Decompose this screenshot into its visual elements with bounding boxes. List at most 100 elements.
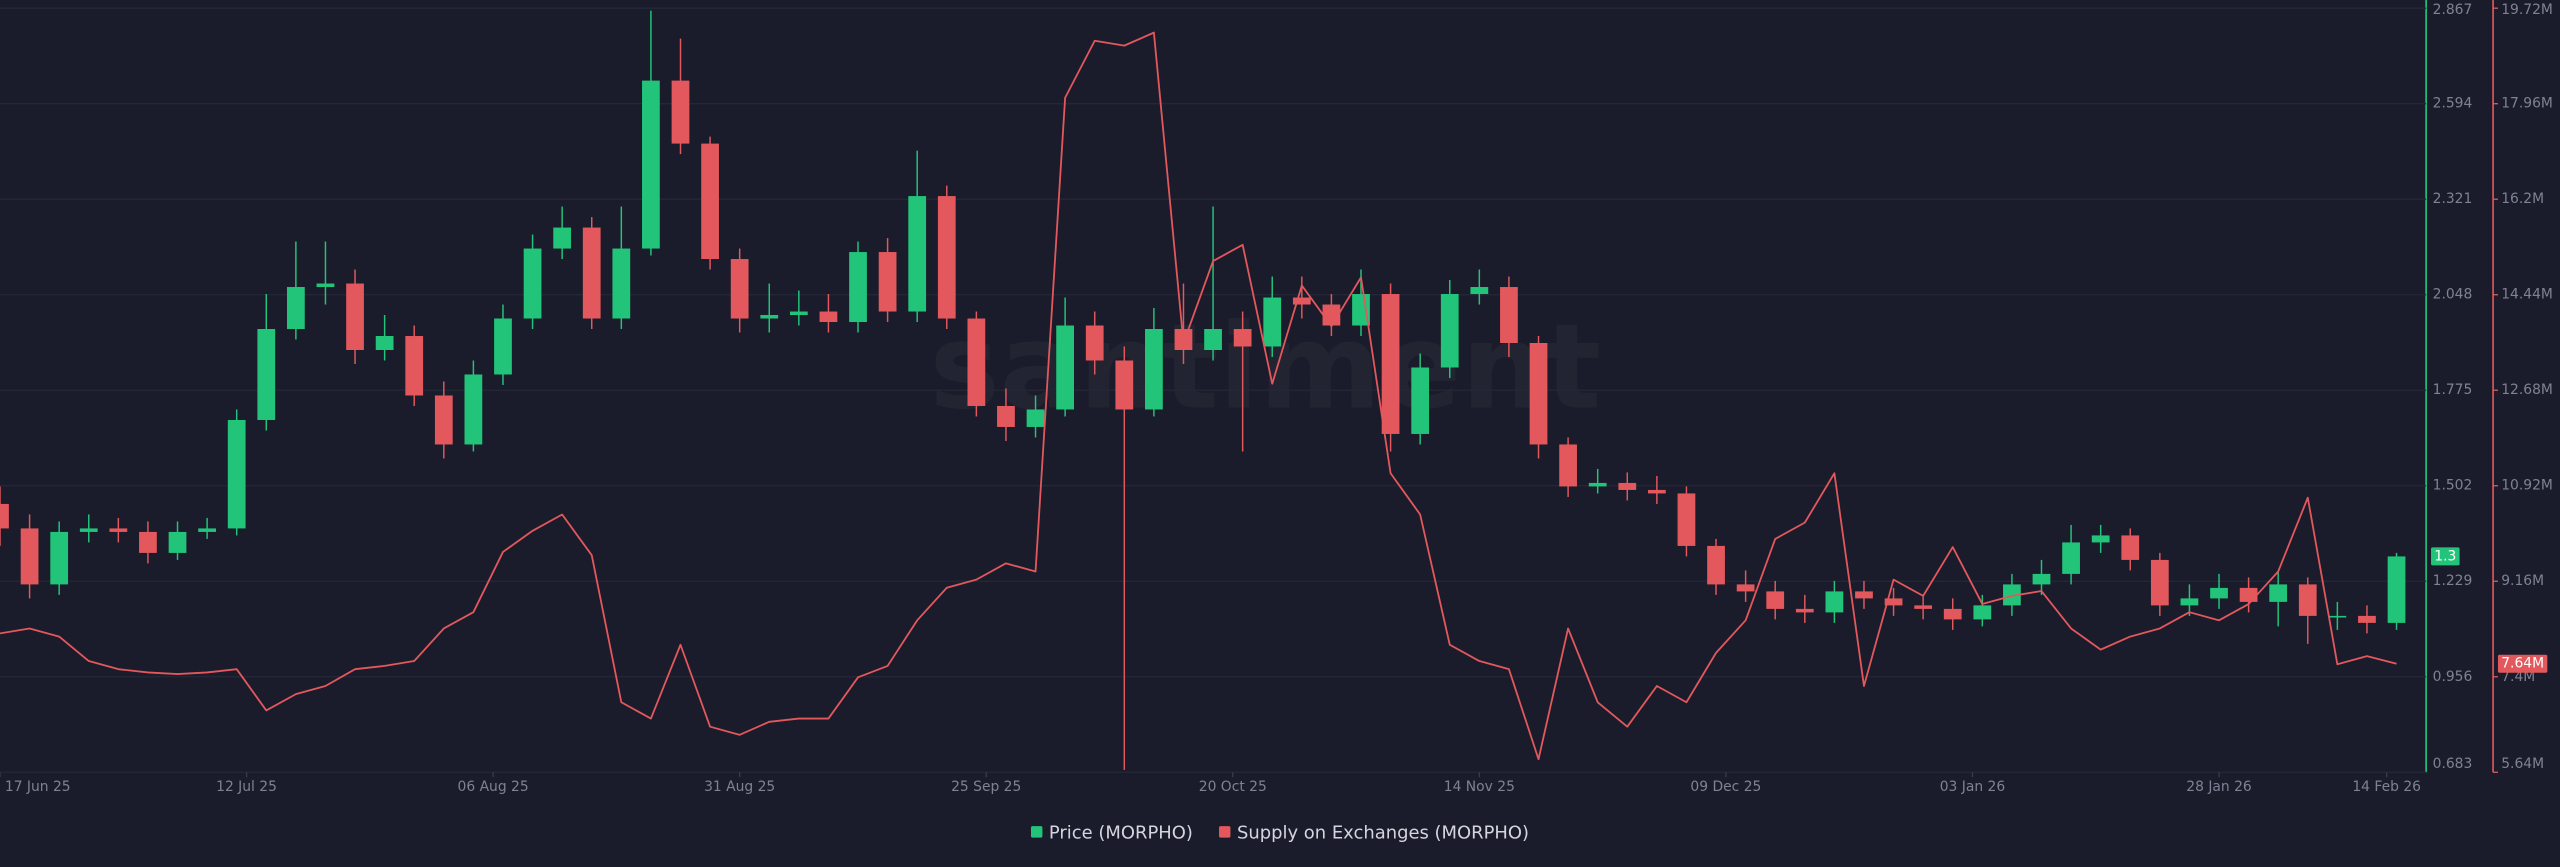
candle-body — [1588, 482, 1607, 487]
y2-tick-label: 19.72M — [2501, 2, 2553, 18]
x-tick-label: 31 Aug 25 — [704, 779, 775, 795]
y-tick-label: 0.956 — [2433, 669, 2473, 685]
candle-body — [849, 252, 867, 323]
candle-body — [1766, 591, 1785, 609]
y2-tick-label: 10.92M — [2501, 478, 2553, 494]
candle-body — [1470, 287, 1489, 295]
candle-body — [79, 528, 98, 532]
candle-body — [1855, 591, 1873, 599]
y-tick-label: 1.502 — [2433, 478, 2473, 494]
candle-body — [1884, 598, 1903, 606]
x-tick-label: 14 Feb 26 — [2352, 779, 2421, 795]
candle-body — [20, 528, 39, 585]
y-tick-label: 2.321 — [2433, 191, 2473, 207]
candle-body — [257, 329, 276, 420]
candle-body — [1145, 329, 1163, 410]
legend-item: Supply on Exchanges (MORPHO) — [1219, 823, 1529, 844]
candle-body — [0, 503, 9, 529]
candle-body — [1736, 584, 1755, 592]
x-tick-label: 25 Sep 25 — [951, 779, 1021, 795]
candle-body — [316, 283, 335, 288]
candle-body — [1440, 294, 1459, 368]
candle-body — [2180, 598, 2199, 606]
candle-body — [2032, 573, 2051, 585]
candle-body — [2328, 615, 2347, 618]
candle-body — [612, 248, 631, 319]
candle-body — [760, 315, 779, 319]
y-tick-label: 2.048 — [2433, 287, 2473, 303]
candle-body — [1943, 608, 1962, 620]
candle-body — [1204, 329, 1222, 351]
value-badge-label: 7.64M — [2501, 656, 2544, 672]
candle-body — [139, 531, 157, 553]
y2-tick-label: 9.16M — [2501, 573, 2544, 589]
candle-body — [50, 531, 69, 585]
candle-body — [1292, 297, 1311, 305]
candle-body — [1529, 343, 1548, 445]
x-tick-label: 09 Dec 25 — [1690, 779, 1761, 795]
x-tick-label: 12 Jul 25 — [216, 779, 277, 795]
candle-body — [671, 80, 690, 144]
value-badge — [2497, 654, 2548, 673]
candle-body — [109, 528, 128, 532]
y-tick-label: 1.775 — [2433, 382, 2473, 398]
candle-body — [2091, 535, 2110, 543]
candle-body — [582, 227, 601, 319]
candle-body — [2387, 556, 2406, 623]
candle-body — [1825, 591, 1844, 613]
candle-body — [286, 287, 305, 330]
candle-body — [2358, 615, 2376, 623]
candle-body — [2150, 559, 2169, 606]
candle-body — [346, 283, 364, 351]
candle-body — [1115, 360, 1134, 410]
x-tick-label: 14 Nov 25 — [1444, 779, 1515, 795]
candle-body — [819, 311, 838, 323]
candle-body — [1026, 409, 1045, 427]
candle-body — [375, 336, 394, 351]
candle-body — [878, 252, 897, 312]
legend-swatch — [1030, 826, 1043, 838]
y-tick-label: 2.867 — [2433, 2, 2473, 18]
candle-body — [908, 196, 927, 312]
x-tick-label: 06 Aug 25 — [458, 779, 529, 795]
candle-body — [2269, 584, 2288, 602]
y-tick-label: 1.229 — [2433, 573, 2473, 589]
candles — [0, 10, 2406, 770]
candle-body — [1500, 287, 1518, 344]
candle-body — [1795, 608, 1814, 613]
legend-label: Supply on Exchanges (MORPHO) — [1237, 823, 1529, 844]
candle-body — [405, 336, 424, 396]
candle-body — [198, 528, 216, 532]
legend-swatch — [1219, 826, 1231, 838]
candle-body — [464, 374, 483, 445]
value-badge — [2431, 547, 2460, 566]
candle-body — [1233, 329, 1252, 347]
candle-body — [1914, 605, 1933, 609]
value-badge-label: 1.3 — [2434, 548, 2456, 564]
candle-body — [227, 419, 246, 529]
candle-body — [2003, 584, 2021, 606]
y2-tick-label: 5.64M — [2501, 756, 2544, 772]
candle-body — [967, 318, 986, 406]
candle-body — [1618, 482, 1637, 490]
candle-body — [1973, 605, 1992, 620]
candle-body — [1707, 545, 1725, 585]
y-tick-label: 2.594 — [2433, 96, 2473, 112]
candle-body — [1647, 489, 1666, 494]
candle-body — [1263, 297, 1282, 347]
y2-tick-label: 7.4M — [2501, 669, 2535, 685]
candle-body — [168, 531, 187, 553]
y2-tick-label: 16.2M — [2501, 191, 2544, 207]
candle-body — [730, 259, 749, 319]
candle-body — [642, 80, 660, 249]
y-tick-label: 0.683 — [2433, 756, 2473, 772]
candle-body — [789, 311, 808, 316]
candle-body — [937, 196, 956, 319]
candle-body — [1085, 325, 1104, 361]
candle-body — [523, 248, 542, 319]
candle-body — [494, 318, 512, 375]
candle-body — [1559, 444, 1577, 487]
